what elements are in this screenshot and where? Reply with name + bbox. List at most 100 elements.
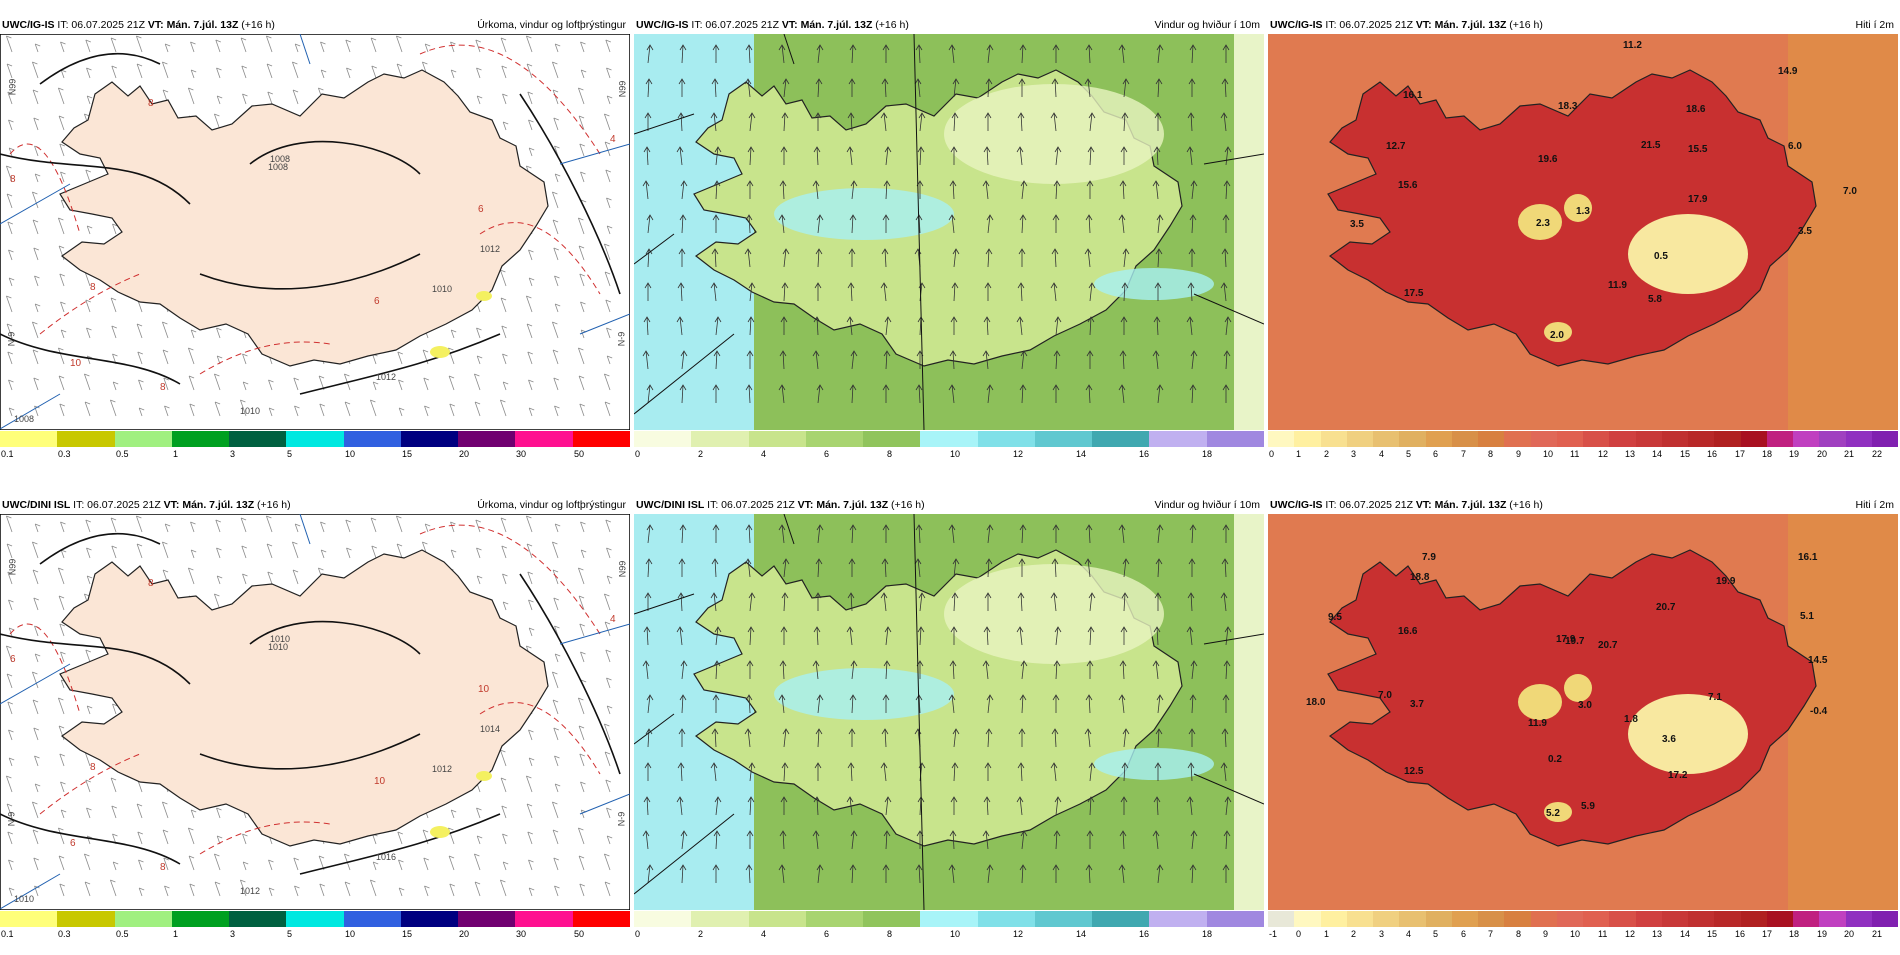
colorbar-swatch — [1793, 911, 1820, 927]
colorbar-tick-label: 5 — [287, 449, 293, 459]
colorbar-tick-label: 6 — [1433, 449, 1439, 459]
temperature-value: 0.2 — [1548, 754, 1562, 765]
rain-label: 8 — [160, 862, 166, 873]
colorbar-swatch — [286, 431, 344, 447]
isobar-label: 1010 — [432, 284, 453, 294]
colorbar-swatch — [634, 431, 692, 447]
colorbar-swatch — [1451, 431, 1478, 447]
strong-wind-area — [1094, 268, 1214, 300]
valid-time: VT: Mán. 7.júl. 13Z — [781, 19, 873, 31]
colorbar-tick-label: 1 — [1296, 449, 1302, 459]
map-svg — [1268, 514, 1898, 910]
colorbar-swatch — [1793, 431, 1820, 447]
colorbar-tick-label: 12 — [1598, 449, 1609, 459]
init-time: IT: 06.07.2025 21Z — [1325, 19, 1413, 31]
colorbar-tick-label: 8 — [887, 929, 893, 939]
strong-wind-area — [774, 188, 954, 240]
isobar-label: 1010 — [270, 634, 291, 644]
valid-time: VT: Mán. 7.júl. 13Z — [1415, 19, 1507, 31]
temperature-value: -0.4 — [1810, 706, 1828, 717]
lead-time: (+16 h) — [891, 499, 925, 511]
temperature-value: 18.6 — [1686, 104, 1706, 115]
colorbar-swatch — [114, 431, 172, 447]
temperature-value: 15.6 — [1398, 180, 1418, 191]
colorbar-tick-label: 1 — [173, 449, 179, 459]
colorbar-tick-label: 6 — [824, 929, 830, 939]
temperature-value: 3.7 — [1410, 699, 1424, 710]
map-svg — [634, 34, 1264, 430]
temperature-value: 15.5 — [1688, 144, 1708, 155]
colorbar-swatch — [171, 431, 230, 447]
temperature-value: 20.7 — [1598, 640, 1618, 651]
colorbar-swatch — [458, 911, 516, 927]
colorbar-swatch — [1583, 431, 1610, 447]
colorbar-swatch — [57, 911, 115, 927]
colorbar-swatch — [1294, 431, 1321, 447]
colorbar-swatch — [1688, 911, 1715, 927]
colorbar-ticks: 0.1 0.3 0.5 1 3 5 10 15 20 30 50 — [0, 448, 630, 460]
temperature-value: 11.9 — [1528, 718, 1547, 729]
colorbar — [634, 911, 1264, 927]
colorbar-swatch — [515, 431, 573, 447]
panel-header: UWC/IG-IS IT: 06.07.2025 21Z VT: Mán. 7.… — [0, 17, 630, 33]
colorbar-swatch — [1320, 911, 1347, 927]
map-svg — [634, 514, 1264, 910]
panel-header: UWC/DINI ISL IT: 06.07.2025 21Z VT: Mán.… — [634, 497, 1264, 513]
colorbar-tick-label: 12 — [1625, 929, 1636, 939]
colorbar-swatch — [1092, 431, 1150, 447]
panel-header-left: UWC/IG-IS IT: 06.07.2025 21Z VT: Mán. 7.… — [2, 17, 275, 33]
wind-panel-igis: UWC/IG-IS IT: 06.07.2025 21Z VT: Mán. 7.… — [634, 17, 1264, 475]
temp-panel-dini: UWC/IG-IS IT: 06.07.2025 21Z VT: Mán. 7.… — [1268, 497, 1898, 955]
colorbar-tick-label: 9 — [1516, 449, 1522, 459]
colorbar-tick-label: 3 — [230, 929, 236, 939]
colorbar-swatch — [1530, 911, 1557, 927]
coastline — [59, 549, 549, 847]
grid-label: N99 — [617, 80, 628, 98]
colorbar-swatch — [1478, 431, 1505, 447]
model-name: UWC/IG-IS — [636, 19, 689, 31]
temperature-value: 18.8 — [1410, 572, 1430, 583]
colorbar-tick-label: 16 — [1139, 929, 1150, 939]
colorbar-swatch — [0, 431, 58, 447]
temperature-value: 21.5 — [1641, 140, 1661, 151]
precip-spot — [476, 291, 492, 301]
colorbar — [1268, 431, 1898, 447]
grid-label: N-9 — [6, 331, 17, 347]
temperature-value: 17.9 — [1688, 194, 1708, 205]
colorbar-swatch — [805, 911, 864, 927]
colorbar-tick-label: 20 — [459, 929, 470, 939]
colorbar-swatch — [1268, 911, 1295, 927]
temperature-value: 3.0 — [1578, 700, 1592, 711]
grid-lines — [0, 514, 630, 910]
colorbar-tick-label: 16 — [1735, 929, 1746, 939]
colorbar-tick-label: 2 — [698, 929, 704, 939]
rain-label: 4 — [610, 134, 616, 145]
colorbar-tick-label: 0 — [635, 449, 641, 459]
map-area — [634, 514, 1264, 910]
colorbar-tick-label: 19 — [1817, 929, 1828, 939]
cool-area — [1518, 204, 1562, 240]
precip-panel-dini: UWC/DINI ISL IT: 06.07.2025 21Z VT: Mán.… — [0, 497, 630, 955]
colorbar-tick-label: 0 — [635, 929, 641, 939]
temperature-value: 5.8 — [1648, 294, 1662, 305]
colorbar-swatch — [1504, 431, 1531, 447]
colorbar-swatch — [1320, 431, 1347, 447]
colorbar-tick-label: 9 — [1543, 929, 1549, 939]
colorbar-tick-label: 1 — [1324, 929, 1330, 939]
rain-label: 8 — [90, 282, 96, 293]
map-area: 7.9 16.1 18.8 19.9 17.9 19.7 9.5 16.6 20.7 20.7 5.… — [1268, 514, 1898, 910]
temperature-value: 2.0 — [1550, 330, 1564, 341]
colorbar-tick-label: 50 — [574, 449, 585, 459]
strong-wind-area — [1094, 748, 1214, 780]
temperature-value: 7.0 — [1843, 186, 1857, 197]
colorbar-swatch — [1399, 911, 1426, 927]
colorbar-tick-label: 15 — [402, 449, 413, 459]
temperature-value: 17.9 — [1556, 634, 1576, 645]
colorbar-swatch — [1294, 911, 1321, 927]
colorbar-tick-label: 10 — [345, 929, 356, 939]
colorbar-swatch — [1871, 431, 1898, 447]
rain-label: 8 — [148, 578, 154, 589]
panel-header: UWC/IG-IS IT: 06.07.2025 21Z VT: Mán. 7.… — [634, 17, 1264, 33]
colorbar-swatch — [1819, 911, 1846, 927]
colorbar-swatch — [1268, 431, 1295, 447]
